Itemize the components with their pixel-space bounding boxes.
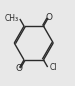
Text: O: O: [15, 64, 22, 73]
Text: Cl: Cl: [50, 63, 57, 72]
Text: CH₃: CH₃: [4, 14, 18, 23]
Text: O: O: [45, 13, 52, 22]
